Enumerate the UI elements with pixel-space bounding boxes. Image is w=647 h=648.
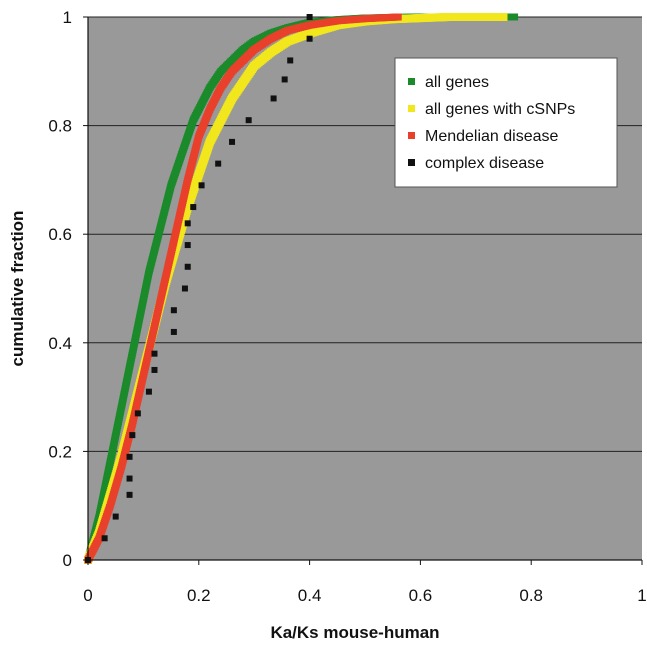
data-point	[190, 204, 197, 211]
legend-swatch	[408, 159, 415, 166]
legend-swatch	[408, 105, 415, 112]
data-point	[287, 57, 294, 64]
data-point	[306, 14, 313, 20]
data-point	[394, 13, 402, 21]
legend-label: complex disease	[425, 155, 544, 172]
data-point	[126, 453, 133, 460]
data-point	[170, 307, 177, 314]
x-tick-label: 0	[83, 586, 92, 605]
x-tick-label: 0.4	[298, 586, 322, 605]
legend-label: all genes with cSNPs	[425, 101, 575, 118]
data-point	[134, 410, 141, 417]
y-tick-label: 0	[63, 551, 72, 570]
data-point	[151, 366, 158, 373]
data-point	[184, 242, 191, 249]
data-point	[229, 138, 236, 145]
legend-box	[394, 57, 618, 188]
legend-label: all genes	[425, 74, 489, 91]
x-axis-title: Ka/Ks mouse-human	[270, 623, 439, 642]
x-tick-label: 1	[637, 586, 646, 605]
data-point	[145, 388, 152, 395]
data-point	[184, 220, 191, 227]
data-point	[281, 76, 288, 83]
data-point	[245, 117, 252, 124]
data-point	[184, 263, 191, 270]
data-point	[198, 182, 205, 189]
data-point	[101, 535, 108, 542]
x-tick-label: 0.8	[519, 586, 543, 605]
series-mendelian-disease	[84, 13, 402, 564]
data-point	[170, 328, 177, 335]
data-point	[270, 95, 277, 102]
y-tick-label: 0.2	[48, 442, 72, 461]
legend: all genes all genes with cSNPs Mendelian d…	[394, 57, 618, 188]
legend-swatch	[408, 78, 415, 85]
data-point	[129, 432, 136, 439]
y-tick-label: 0.4	[48, 334, 72, 353]
y-tick-label: 0.8	[48, 117, 72, 136]
series-layer	[84, 13, 519, 564]
axes	[83, 16, 643, 565]
data-point	[215, 160, 222, 167]
x-tick-label: 0.2	[187, 586, 211, 605]
y-tick-label: 1	[63, 8, 72, 27]
data-point	[306, 35, 313, 42]
tick-labels: 0 0.2 0.4 0.6 0.8 1 0 0.2 0.4 0.6 0.8 1	[48, 8, 646, 605]
data-point	[181, 285, 188, 292]
data-point	[126, 491, 133, 498]
y-axis-title: cumulative fraction	[8, 211, 27, 367]
data-point	[126, 475, 133, 482]
legend-swatch	[408, 132, 415, 139]
data-point	[499, 13, 508, 21]
data-point	[511, 13, 519, 21]
legend-label: Mendelian disease	[425, 128, 559, 145]
x-tick-label: 0.6	[409, 586, 433, 605]
y-tick-label: 0.6	[48, 225, 72, 244]
data-point	[151, 350, 158, 357]
data-point	[112, 513, 119, 520]
